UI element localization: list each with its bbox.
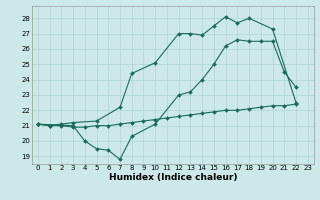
X-axis label: Humidex (Indice chaleur): Humidex (Indice chaleur) (108, 173, 237, 182)
